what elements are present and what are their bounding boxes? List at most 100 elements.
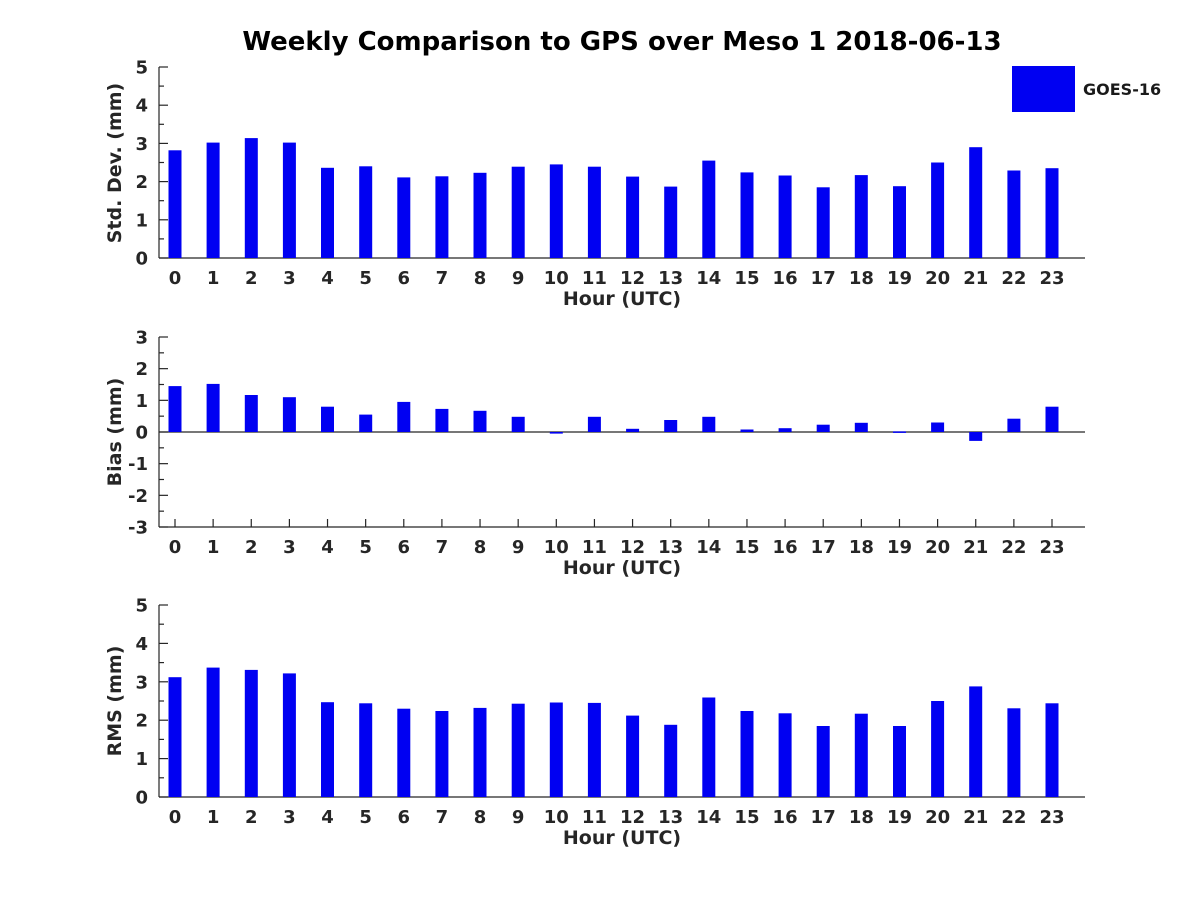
svg-text:2: 2 (135, 359, 148, 380)
svg-text:1: 1 (207, 537, 220, 558)
svg-text:15: 15 (734, 537, 759, 558)
svg-text:2: 2 (245, 537, 258, 558)
legend: GOES-16 (1012, 66, 1161, 112)
svg-text:10: 10 (544, 807, 569, 828)
svg-text:-1: -1 (128, 454, 148, 475)
svg-text:16: 16 (773, 268, 798, 289)
svg-text:0: 0 (169, 537, 182, 558)
svg-text:1: 1 (135, 391, 148, 412)
svg-text:13: 13 (658, 268, 683, 289)
svg-text:5: 5 (135, 58, 148, 79)
bar-series-bias (168, 383, 1059, 441)
svg-text:23: 23 (1039, 537, 1064, 558)
svg-text:2: 2 (135, 711, 148, 732)
svg-text:23: 23 (1039, 268, 1064, 289)
svg-text:19: 19 (887, 268, 912, 289)
svg-text:14: 14 (696, 807, 721, 828)
svg-text:6: 6 (398, 268, 411, 289)
svg-text:20: 20 (925, 268, 950, 289)
svg-text:4: 4 (135, 634, 148, 655)
svg-text:3: 3 (283, 268, 296, 289)
svg-text:10: 10 (544, 268, 569, 289)
svg-text:1: 1 (135, 210, 148, 231)
svg-text:12: 12 (620, 807, 645, 828)
svg-text:13: 13 (658, 807, 683, 828)
svg-text:2: 2 (245, 268, 258, 289)
svg-text:8: 8 (474, 807, 487, 828)
svg-text:16: 16 (773, 537, 798, 558)
svg-text:22: 22 (1001, 537, 1026, 558)
legend-label: GOES-16 (1083, 79, 1162, 99)
svg-text:1: 1 (207, 268, 220, 289)
svg-text:3: 3 (135, 672, 148, 693)
svg-text:10: 10 (544, 537, 569, 558)
bar-series-rms (168, 667, 1059, 797)
svg-text:2: 2 (245, 807, 258, 828)
svg-text:18: 18 (849, 807, 874, 828)
svg-text:7: 7 (436, 807, 449, 828)
svg-text:11: 11 (582, 807, 607, 828)
svg-text:11: 11 (582, 268, 607, 289)
svg-text:4: 4 (321, 268, 334, 289)
svg-text:3: 3 (135, 134, 148, 155)
x-axis-label-bias: Hour (UTC) (563, 557, 681, 579)
x-axis-label-stddev: Hour (UTC) (563, 288, 681, 310)
svg-text:22: 22 (1001, 268, 1026, 289)
svg-text:19: 19 (887, 807, 912, 828)
svg-text:0: 0 (135, 788, 148, 809)
svg-text:8: 8 (474, 268, 487, 289)
svg-text:-3: -3 (128, 518, 148, 539)
svg-text:13: 13 (658, 537, 683, 558)
svg-text:15: 15 (734, 807, 759, 828)
y-axis-label-bias: Bias (mm) (104, 378, 126, 487)
svg-text:9: 9 (512, 537, 525, 558)
svg-text:6: 6 (398, 537, 411, 558)
x-axis-label-rms: Hour (UTC) (563, 827, 681, 849)
svg-text:20: 20 (925, 807, 950, 828)
svg-text:14: 14 (696, 268, 721, 289)
svg-text:18: 18 (849, 537, 874, 558)
svg-text:21: 21 (963, 537, 988, 558)
svg-text:17: 17 (811, 537, 836, 558)
svg-text:-2: -2 (128, 486, 148, 507)
svg-text:23: 23 (1039, 807, 1064, 828)
svg-text:20: 20 (925, 537, 950, 558)
svg-text:0: 0 (135, 423, 148, 444)
svg-text:4: 4 (321, 537, 334, 558)
svg-text:3: 3 (283, 807, 296, 828)
svg-text:7: 7 (436, 268, 449, 289)
svg-text:5: 5 (359, 268, 372, 289)
svg-text:3: 3 (135, 328, 148, 349)
svg-text:12: 12 (620, 268, 645, 289)
svg-text:3: 3 (283, 537, 296, 558)
svg-text:2: 2 (135, 172, 148, 193)
svg-text:1: 1 (135, 749, 148, 770)
legend-swatch (1012, 66, 1075, 112)
svg-text:5: 5 (135, 596, 148, 617)
svg-text:4: 4 (321, 807, 334, 828)
svg-text:5: 5 (359, 807, 372, 828)
svg-text:1: 1 (207, 807, 220, 828)
bar-series-stddev (168, 138, 1059, 258)
svg-text:12: 12 (620, 537, 645, 558)
svg-text:7: 7 (436, 537, 449, 558)
svg-text:6: 6 (398, 807, 411, 828)
svg-text:8: 8 (474, 537, 487, 558)
svg-text:21: 21 (963, 268, 988, 289)
svg-text:0: 0 (169, 807, 182, 828)
chart-title: Weekly Comparison to GPS over Meso 1 201… (242, 27, 1002, 57)
svg-text:17: 17 (811, 268, 836, 289)
svg-text:19: 19 (887, 537, 912, 558)
svg-text:0: 0 (135, 249, 148, 270)
svg-text:17: 17 (811, 807, 836, 828)
svg-text:22: 22 (1001, 807, 1026, 828)
svg-text:9: 9 (512, 807, 525, 828)
svg-text:4: 4 (135, 96, 148, 117)
y-axis-label-stddev: Std. Dev. (mm) (104, 83, 126, 244)
svg-text:18: 18 (849, 268, 874, 289)
